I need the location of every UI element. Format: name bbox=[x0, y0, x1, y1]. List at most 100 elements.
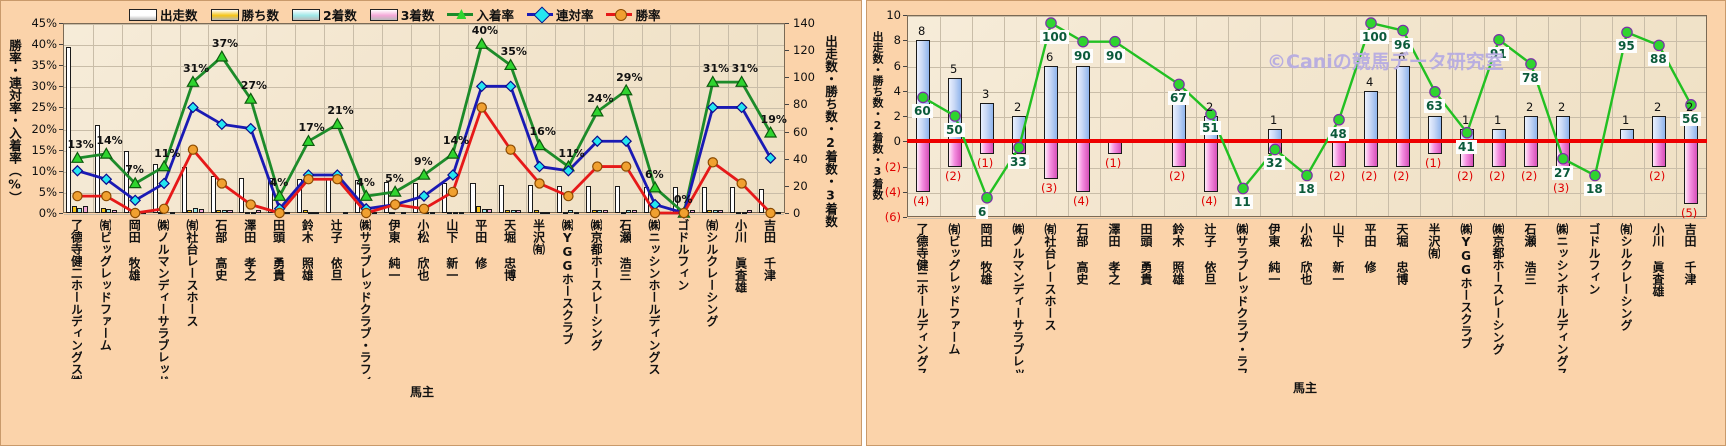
y2-tick-mark bbox=[785, 77, 789, 79]
x-tick-label: ㈱サラブレッドクラブ・ラフィアン bbox=[1236, 223, 1248, 373]
gridline-v bbox=[670, 24, 672, 212]
gridline-v bbox=[1036, 16, 1037, 216]
bar-出走数 bbox=[123, 150, 129, 213]
data-point-marker bbox=[272, 189, 287, 201]
legend-label: 勝ち数 bbox=[241, 8, 280, 23]
x-tick-label: ㈱ノルマンディーサラブレッドレー… bbox=[157, 219, 170, 379]
gridline-v bbox=[323, 24, 325, 212]
data-point-marker bbox=[244, 92, 258, 104]
gridline-v bbox=[1676, 16, 1677, 216]
y-tick-mark bbox=[59, 191, 63, 193]
gridline-v bbox=[728, 24, 730, 212]
data-point-marker bbox=[71, 164, 84, 177]
right-y-axis-title: 出走数・勝ち数・2着数・3着数 bbox=[871, 31, 884, 200]
data-point-marker bbox=[157, 159, 171, 172]
gridline-h bbox=[64, 214, 784, 215]
bar-value-label: 2 bbox=[1206, 100, 1214, 114]
y2-tick-mark bbox=[785, 185, 789, 187]
data-point-marker bbox=[562, 164, 575, 177]
data-label: 31% bbox=[731, 62, 759, 76]
kentei-value-label: 56 bbox=[1680, 111, 1701, 126]
y2-tick-label: 60 bbox=[793, 124, 808, 139]
y-tick-label: 8 bbox=[893, 33, 901, 48]
gridline-v bbox=[1356, 16, 1357, 216]
bar-value-label: 8 bbox=[918, 24, 926, 39]
gridline-v bbox=[1132, 16, 1133, 216]
bar-出走数 bbox=[66, 47, 72, 213]
data-point-marker bbox=[706, 75, 720, 87]
x-tick-label: 山下 新一 bbox=[445, 219, 458, 281]
bar-2着数 bbox=[712, 210, 718, 213]
bar-value-label: 1 bbox=[1462, 112, 1470, 127]
gridline-v bbox=[757, 24, 759, 212]
bar-勝ち数 bbox=[533, 210, 539, 213]
bar-value-label: 5 bbox=[950, 62, 958, 77]
kentei-value-label: 27 bbox=[1552, 165, 1573, 180]
gridline-v bbox=[295, 24, 297, 212]
gridline-v bbox=[583, 24, 585, 212]
data-point-marker bbox=[129, 207, 141, 219]
bar-勝ち数 bbox=[620, 211, 626, 214]
gridline-v bbox=[237, 24, 239, 212]
y-tick-label: (4) bbox=[884, 184, 901, 199]
data-label: 9% bbox=[414, 155, 433, 168]
bar-value-label-negative: (2) bbox=[1329, 168, 1346, 183]
data-point-marker bbox=[736, 178, 747, 189]
data-label: 37% bbox=[211, 36, 239, 50]
x-tick-label: 平田 修 bbox=[474, 219, 487, 269]
bar-value-label-negative: (1) bbox=[1105, 155, 1122, 170]
data-label: 35% bbox=[500, 45, 527, 59]
data-label: 14% bbox=[442, 133, 470, 147]
x-tick-label: ㈲ビッグレッドファーム bbox=[99, 219, 112, 351]
kentei-value-label: 51 bbox=[1200, 121, 1221, 136]
bar-2着数 bbox=[452, 211, 458, 214]
gridline-v bbox=[612, 24, 614, 212]
gridline-v bbox=[497, 24, 499, 212]
gridline-h bbox=[908, 16, 1706, 17]
gridline-v bbox=[699, 24, 701, 212]
legend-line-icon bbox=[606, 9, 633, 21]
bar-3着数 bbox=[227, 210, 233, 213]
gridline-v bbox=[940, 16, 941, 216]
y2-tick-label: 80 bbox=[793, 97, 808, 112]
gridline-h bbox=[908, 91, 1706, 93]
data-label: 11% bbox=[558, 146, 585, 160]
bar-value-label-negative: (5) bbox=[1681, 206, 1698, 221]
bar-出走数 bbox=[383, 181, 389, 213]
legend-item: 2着数 bbox=[292, 5, 357, 24]
y-tick-label: 45% bbox=[31, 16, 57, 30]
data-point-marker bbox=[417, 168, 431, 180]
x-tick-label: 天堀 忠博 bbox=[503, 219, 516, 281]
data-point-marker bbox=[949, 110, 961, 122]
bar-3着数 bbox=[285, 211, 291, 214]
data-point-marker bbox=[361, 207, 372, 219]
bar-value-label-negative: (4) bbox=[1201, 193, 1218, 208]
gridline-v bbox=[468, 24, 470, 212]
bar-value-label-negative: (4) bbox=[1073, 193, 1090, 208]
bar-value-label: 2 bbox=[1558, 100, 1566, 114]
bar-3着数 bbox=[631, 210, 637, 213]
data-point-marker bbox=[532, 138, 547, 151]
data-point-marker bbox=[706, 101, 719, 114]
data-label: 16% bbox=[529, 125, 556, 139]
data-point-marker bbox=[158, 203, 170, 214]
bar-3着数 bbox=[198, 208, 204, 213]
data-point-marker bbox=[245, 199, 256, 210]
bar-value-label-negative: (3) bbox=[1553, 181, 1570, 196]
y-tick-mark bbox=[59, 213, 63, 214]
bar-2着数 bbox=[481, 208, 487, 213]
data-label: 11% bbox=[154, 146, 181, 160]
data-label: 19% bbox=[760, 112, 787, 126]
y-tick-mark bbox=[59, 107, 63, 109]
y-tick-mark bbox=[903, 191, 907, 193]
legend-swatch-icon bbox=[292, 8, 321, 21]
kentei-value-label: 95 bbox=[1616, 39, 1637, 54]
bar-2着数 bbox=[250, 211, 256, 214]
kentei-value-label: 90 bbox=[1072, 48, 1093, 63]
legend-label: 入着率 bbox=[476, 8, 514, 23]
gridline-h bbox=[64, 108, 784, 110]
bar-3着数 bbox=[574, 211, 580, 214]
right-x-axis-title: 馬主 bbox=[1293, 381, 1318, 395]
x-tick-label: 石瀬 浩三 bbox=[1524, 223, 1536, 285]
y-tick-mark bbox=[903, 40, 907, 42]
